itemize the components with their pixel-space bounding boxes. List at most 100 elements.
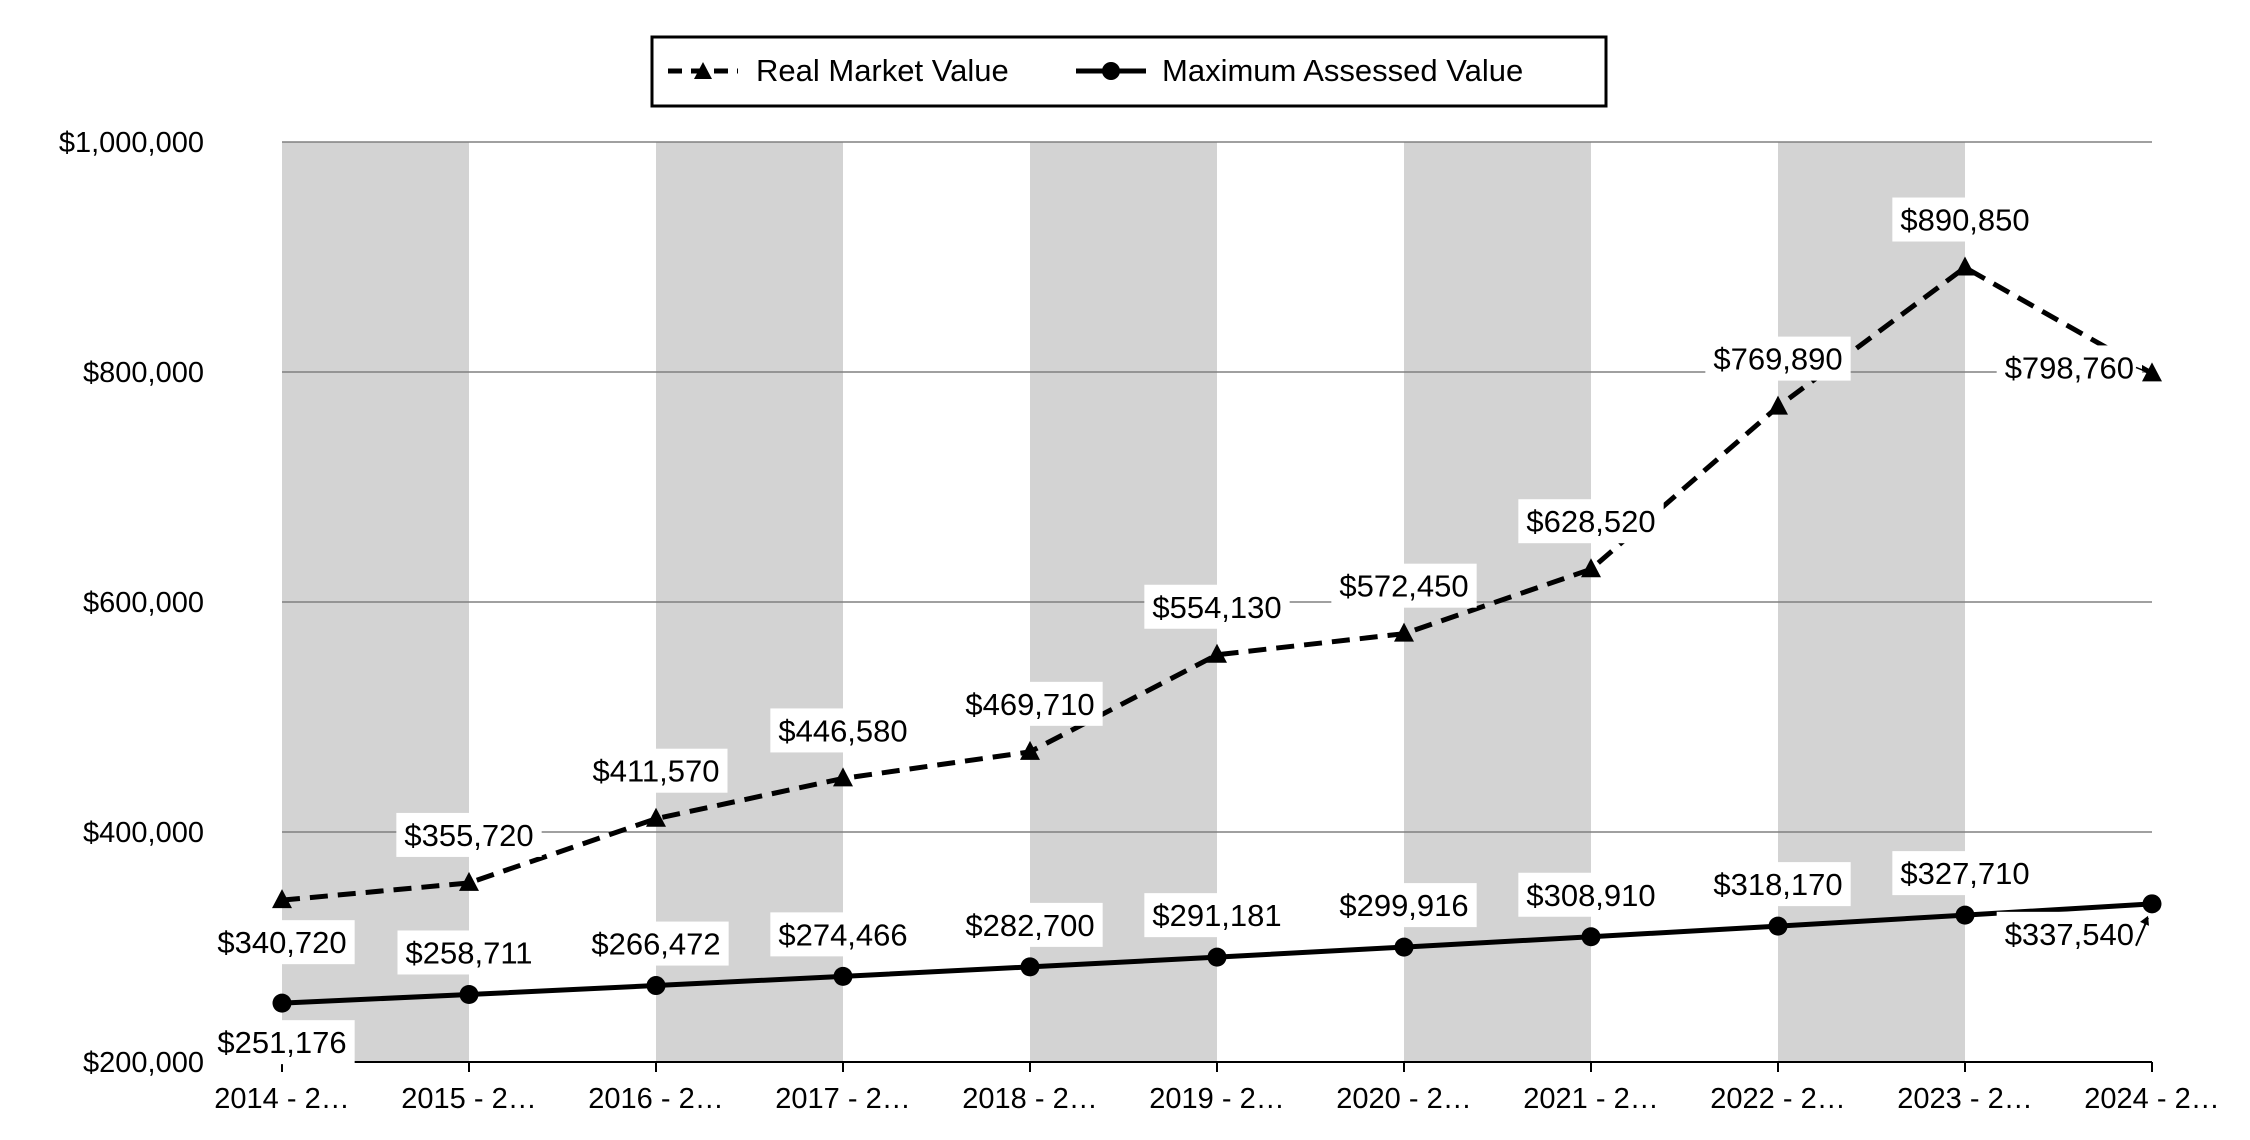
x-tick-label: 2020 - 2… — [1336, 1083, 1471, 1115]
mav-label-bg — [957, 902, 1103, 947]
mav-label-bg — [1892, 851, 2038, 896]
x-tick-label: 2015 - 2… — [401, 1083, 536, 1115]
mav-label-text: $274,466 — [778, 917, 907, 952]
real-market-value-point — [646, 807, 666, 827]
maximum-assessed-value-point — [1955, 905, 1975, 925]
real-market-value-point — [459, 871, 479, 891]
real-market-value-point — [1394, 622, 1414, 642]
rmv-label: $340,720 — [209, 920, 355, 965]
y-tick-label: $1,000,000 — [59, 127, 204, 159]
maximum-assessed-value-point — [1581, 927, 1601, 947]
legend-entry-real-market-value: Real Market Value — [668, 53, 1009, 88]
legend: Real Market Value Maximum Assessed Value — [650, 35, 1608, 108]
mav-label: $299,916 — [1331, 883, 1477, 928]
rmv-label-bg — [209, 920, 355, 965]
mav-label-text: $337,540 — [2005, 917, 2134, 952]
real-market-value-point — [1768, 395, 1788, 415]
rmv-label-text: $411,570 — [593, 754, 720, 789]
rmv-label: $355,720 — [396, 812, 542, 857]
x-tick-label: 2023 - 2… — [1897, 1083, 2032, 1115]
y-tick-label: $200,000 — [83, 1047, 204, 1079]
x-tick-label: 2014 - 2… — [214, 1083, 349, 1115]
rmv-label-text: $572,450 — [1339, 569, 1468, 604]
mav-label-bg — [1996, 911, 2142, 956]
mav-label-bg — [209, 1020, 355, 1065]
rmv-label: $469,710 — [957, 681, 1103, 726]
x-tick-label: 2022 - 2… — [1710, 1083, 1845, 1115]
y-tick-label: $400,000 — [83, 817, 204, 849]
rmv-label: $798,760 — [1996, 345, 2142, 390]
mav-label: $266,472 — [583, 921, 729, 966]
real-market-value-point — [833, 767, 853, 787]
rmv-label-text: $355,720 — [404, 818, 533, 853]
real-market-value-point — [1020, 740, 1040, 760]
mav-label-bg — [770, 912, 916, 957]
mav-label-bg — [1705, 862, 1851, 907]
maximum-assessed-value-point — [1207, 947, 1227, 967]
rmv-label: $890,850 — [1892, 197, 2038, 242]
rmv-label-bg — [1144, 584, 1290, 629]
maximum-assessed-value-point — [1020, 957, 1040, 977]
mav-label-bg — [1331, 883, 1477, 928]
mav-label: $274,466 — [770, 912, 916, 957]
rmv-label-bg — [584, 748, 728, 793]
maximum-assessed-value-point — [1394, 937, 1414, 957]
mav-label-text: $318,170 — [1713, 867, 1842, 902]
mav-label: $327,710 — [1892, 851, 2038, 896]
y-axis: $200,000 $400,000 $600,000 $800,000 $1,000,0… — [59, 127, 204, 1079]
x-tick-label: 2017 - 2… — [775, 1083, 910, 1115]
maximum-assessed-value-point — [2142, 894, 2162, 914]
real-market-value-point — [1955, 256, 1975, 276]
rmv-label: $572,450 — [1331, 563, 1477, 608]
rmv-label-bg — [1705, 336, 1851, 381]
real-market-value-point — [1207, 643, 1227, 663]
mav-label-leader-arrow — [2140, 915, 2149, 926]
mav-label: $337,540 — [1996, 911, 2142, 956]
mav-label-bg — [1518, 872, 1664, 917]
rmv-label-text: $769,890 — [1713, 342, 1842, 377]
rmv-label-text: $469,710 — [965, 687, 1094, 722]
rmv-label-bg — [770, 708, 916, 753]
y-tick-label: $800,000 — [83, 357, 204, 389]
mav-label-text: $299,916 — [1339, 888, 1468, 923]
maximum-assessed-value-point — [646, 976, 666, 996]
rmv-label: $628,520 — [1518, 499, 1664, 544]
rmv-label-bg — [1518, 499, 1664, 544]
rmv-label: $446,580 — [770, 708, 916, 753]
legend-label-maximum-assessed-value: Maximum Assessed Value — [1162, 53, 1523, 88]
x-tick-label: 2019 - 2… — [1149, 1083, 1284, 1115]
legend-entry-maximum-assessed-value: Maximum Assessed Value — [1076, 53, 1523, 88]
maximum-assessed-value-point — [272, 993, 292, 1013]
legend-circle-marker — [1102, 62, 1120, 80]
rmv-label-bg — [396, 812, 542, 857]
rmv-label-text: $340,720 — [217, 925, 346, 960]
maximum-assessed-value-point — [1768, 916, 1788, 936]
mav-label: $318,170 — [1705, 862, 1851, 907]
maximum-assessed-value-point — [833, 966, 853, 986]
rmv-label-bg — [1331, 563, 1477, 608]
legend-triangle-marker — [694, 62, 712, 79]
mav-label-text: $291,181 — [1152, 898, 1281, 933]
mav-label-bg — [397, 930, 541, 975]
mav-label-bg — [583, 921, 729, 966]
mav-label-text: $258,711 — [406, 935, 533, 970]
mav-label-bg — [1144, 893, 1290, 938]
rmv-label-bg — [957, 681, 1103, 726]
x-tick-label: 2018 - 2… — [962, 1083, 1097, 1115]
mav-label: $282,700 — [957, 902, 1103, 947]
y-tick-label: $600,000 — [83, 587, 204, 619]
rmv-label-text: $890,850 — [1900, 203, 2029, 238]
rmv-label: $411,570 — [584, 748, 728, 793]
mav-label: $251,176 — [209, 1020, 355, 1065]
x-axis: 2014 - 2… 2015 - 2… 2016 - 2… 2017 - 2… 2018… — [214, 1062, 2220, 1115]
rmv-label-text: $798,760 — [2005, 350, 2134, 385]
legend-label-real-market-value: Real Market Value — [756, 53, 1009, 88]
rmv-label-text: $446,580 — [778, 713, 907, 748]
real-market-value-point — [272, 889, 292, 909]
mav-label-text: $251,176 — [217, 1025, 346, 1060]
rmv-label: $554,130 — [1144, 584, 1290, 629]
maximum-assessed-value-point — [459, 984, 479, 1004]
mav-label-text: $308,910 — [1526, 878, 1655, 913]
mav-label: $258,711 — [397, 930, 541, 975]
